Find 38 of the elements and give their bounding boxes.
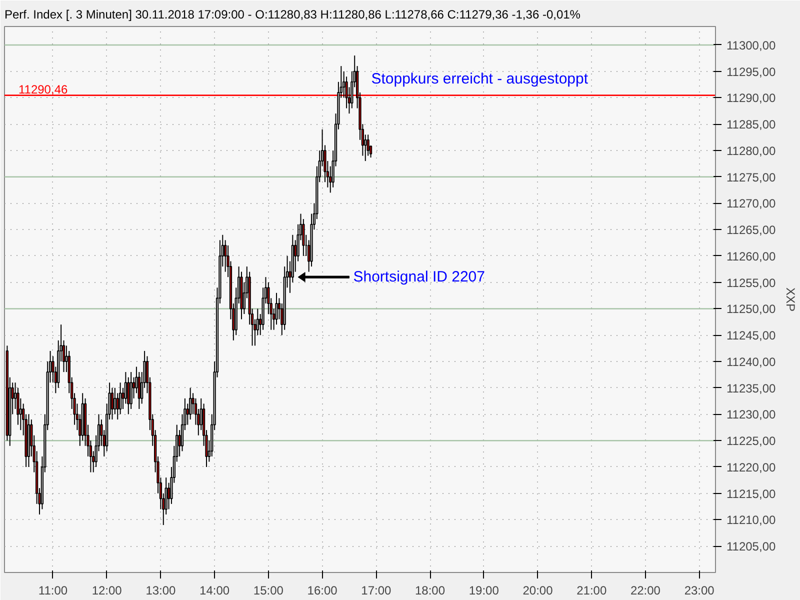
x-tick-label: 23:00	[684, 584, 715, 598]
x-tick-label: 11:00	[38, 584, 68, 598]
y-tick-label: 11295,00	[726, 64, 776, 79]
chart-title: Perf. Index [. 3 Minuten] 30.11.2018 17:09:00 - O:11280,83 H:11280,86 L:11278,66 C:11279,36 -1,36 -0,01%	[4, 8, 581, 22]
x-tick-label: 17:00	[361, 584, 392, 598]
x-tick-label: 20:00	[522, 584, 554, 598]
y-tick-label: 11270,00	[726, 196, 776, 211]
y-tick-label: 11220,00	[726, 460, 776, 474]
y-tick-label: 11205,00	[726, 540, 776, 554]
y-tick-label: 11285,00	[726, 118, 776, 132]
y-tick-label: 11245,00	[726, 328, 776, 343]
y-tick-label: 11250,00	[726, 302, 776, 316]
x-tick-label: 15:00	[253, 584, 284, 598]
x-tick-label: 18:00	[415, 584, 446, 598]
y-tick-label: 11215,00	[726, 486, 776, 501]
y-tick-label: 11260,00	[726, 249, 776, 264]
annotation: Stoppkurs erreicht - ausgestoppt	[371, 70, 589, 88]
y-tick-label: 11240,00	[726, 354, 776, 369]
y-axis-title: XXP	[784, 287, 798, 312]
y-tick-label: 11290,00	[726, 91, 776, 106]
annotation: Shortsignal ID 2207	[353, 268, 485, 286]
y-tick-label: 11255,00	[726, 276, 776, 290]
y-tick-label: 11265,00	[726, 223, 776, 238]
x-tick-label: 16:00	[307, 584, 338, 598]
y-tick-label: 11210,00	[726, 513, 776, 528]
x-tick-label: 21:00	[576, 584, 607, 598]
x-tick-label: 12:00	[92, 584, 122, 598]
x-tick-label: 19:00	[468, 584, 500, 598]
ref-line-label: 11290,46	[18, 82, 68, 96]
x-tick-label: 14:00	[200, 584, 230, 598]
y-tick-label: 11300,00	[726, 38, 776, 52]
y-tick-label: 11235,00	[726, 381, 776, 396]
y-tick-label: 11230,00	[726, 408, 776, 422]
y-tick-label: 11225,00	[726, 434, 776, 448]
x-tick-label: 22:00	[630, 584, 661, 598]
x-tick-label: 13:00	[146, 584, 176, 598]
y-tick-label: 11275,00	[726, 170, 776, 184]
y-tick-label: 11280,00	[726, 144, 776, 158]
